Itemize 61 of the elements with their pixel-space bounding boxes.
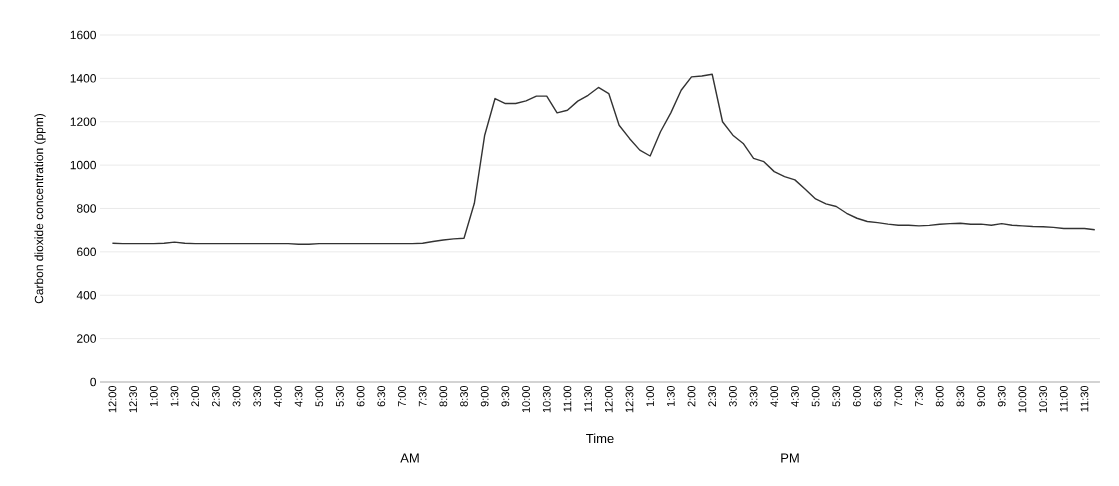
y-axis-title: Carbon dioxide concentration (ppm) <box>34 113 46 304</box>
x-tick-label: 8:30 <box>956 385 965 407</box>
x-tick-label: 1:30 <box>170 385 179 407</box>
x-tick-label: 4:00 <box>273 385 282 407</box>
x-tick-label: 6:00 <box>356 385 365 407</box>
x-tick-label: 11:30 <box>1080 385 1089 412</box>
x-tick-label: 1:30 <box>666 385 675 407</box>
x-tick-label: 7:30 <box>915 385 923 407</box>
x-tick-label: 3:00 <box>728 385 737 407</box>
x-tick-label: 10:30 <box>542 385 551 413</box>
x-tick-label: 11:00 <box>563 385 572 412</box>
x-tick-label: 1:00 <box>149 385 158 407</box>
x-tick-label: 2:30 <box>708 385 717 407</box>
text: PM <box>781 453 799 463</box>
x-tick-label: 12:30 <box>129 385 137 413</box>
y-tick-label: 1200 <box>70 117 97 126</box>
text: AM <box>400 453 419 463</box>
x-tick-label: 5:00 <box>811 385 820 407</box>
x-tick-label: 12:00 <box>108 385 117 413</box>
x-tick-label: 1:00 <box>646 385 655 407</box>
x-tick-label: 9:00 <box>480 385 489 407</box>
x-tick-label: 8:30 <box>460 385 468 407</box>
x-tick-label: 8:00 <box>935 385 944 407</box>
y-tick-label: 800 <box>76 204 97 213</box>
x-tick-label: 3:30 <box>253 385 262 407</box>
y-tick-label: 0 <box>90 377 97 387</box>
y-tick-label: 1600 <box>70 30 97 40</box>
x-tick-label: 8:00 <box>439 385 448 407</box>
x-tick-label: 5:30 <box>336 385 344 407</box>
x-tick-label: 7:30 <box>418 385 427 407</box>
x-axis-title: Time <box>586 433 614 444</box>
x-tick-label: 10:30 <box>1039 385 1047 413</box>
x-tick-label: 9:30 <box>501 385 510 407</box>
x-tick-label: 12:00 <box>604 385 613 413</box>
x-tick-label: 6:30 <box>377 385 386 407</box>
x-tick-label: 4:30 <box>294 385 303 407</box>
x-tick-label: 9:30 <box>997 385 1006 407</box>
x-tick-label: 11:00 <box>1059 385 1068 412</box>
x-tick-label: 7:00 <box>398 385 406 407</box>
x-tick-label: 6:30 <box>873 385 882 407</box>
y-tick-label: 400 <box>76 290 97 300</box>
y-tick-label: 1000 <box>70 160 97 170</box>
x-tick-label: 3:30 <box>749 385 758 407</box>
y-tick-label: 600 <box>77 247 97 257</box>
x-tick-label: 2:00 <box>687 385 696 407</box>
x-tick-label: 4:00 <box>770 385 779 407</box>
x-tick-label: 11:30 <box>584 385 592 412</box>
x-tick-label: 7:00 <box>894 385 903 407</box>
x-tick-label: 2:00 <box>191 385 200 407</box>
y-tick-label: 1400 <box>70 74 97 83</box>
x-tick-label: 4:30 <box>791 385 799 407</box>
x-tick-label: 2:30 <box>211 385 220 407</box>
x-tick-label: 9:00 <box>977 385 985 407</box>
x-tick-label: 12:30 <box>625 385 634 413</box>
x-tick-label: 5:00 <box>315 385 324 407</box>
y-tick-label: 200 <box>77 334 97 343</box>
x-tick-label: 6:00 <box>853 385 861 407</box>
x-tick-label: 5:30 <box>832 385 841 407</box>
x-tick-label: 10:00 <box>1018 385 1027 413</box>
x-tick-label: 3:00 <box>232 385 241 407</box>
x-tick-label: 10:00 <box>522 385 530 413</box>
